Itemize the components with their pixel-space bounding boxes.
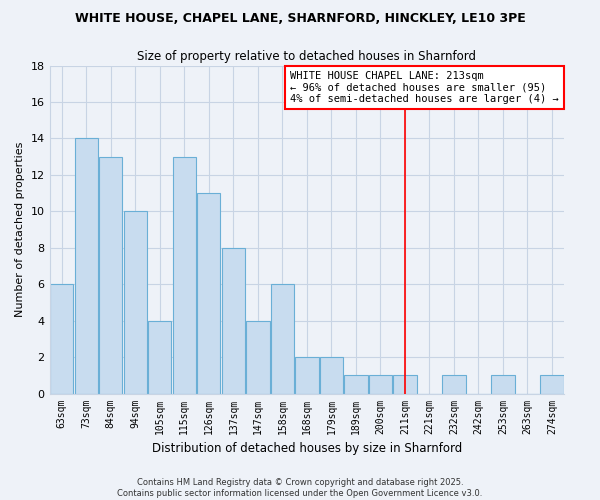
Bar: [541, 376, 563, 394]
Bar: [99, 156, 122, 394]
X-axis label: Distribution of detached houses by size in Sharnford: Distribution of detached houses by size …: [152, 442, 462, 455]
Bar: [197, 193, 220, 394]
Y-axis label: Number of detached properties: Number of detached properties: [15, 142, 25, 317]
Bar: [442, 376, 466, 394]
Text: WHITE HOUSE CHAPEL LANE: 213sqm
← 96% of detached houses are smaller (95)
4% of : WHITE HOUSE CHAPEL LANE: 213sqm ← 96% of…: [290, 71, 559, 104]
Bar: [295, 357, 319, 394]
Bar: [344, 376, 368, 394]
Text: WHITE HOUSE, CHAPEL LANE, SHARNFORD, HINCKLEY, LE10 3PE: WHITE HOUSE, CHAPEL LANE, SHARNFORD, HIN…: [74, 12, 526, 26]
Bar: [148, 320, 172, 394]
Text: Contains HM Land Registry data © Crown copyright and database right 2025.
Contai: Contains HM Land Registry data © Crown c…: [118, 478, 482, 498]
Bar: [173, 156, 196, 394]
Bar: [320, 357, 343, 394]
Bar: [369, 376, 392, 394]
Bar: [222, 248, 245, 394]
Bar: [74, 138, 98, 394]
Bar: [393, 376, 416, 394]
Bar: [246, 320, 269, 394]
Title: Size of property relative to detached houses in Sharnford: Size of property relative to detached ho…: [137, 50, 476, 63]
Bar: [491, 376, 515, 394]
Bar: [271, 284, 294, 394]
Bar: [124, 212, 147, 394]
Bar: [50, 284, 73, 394]
